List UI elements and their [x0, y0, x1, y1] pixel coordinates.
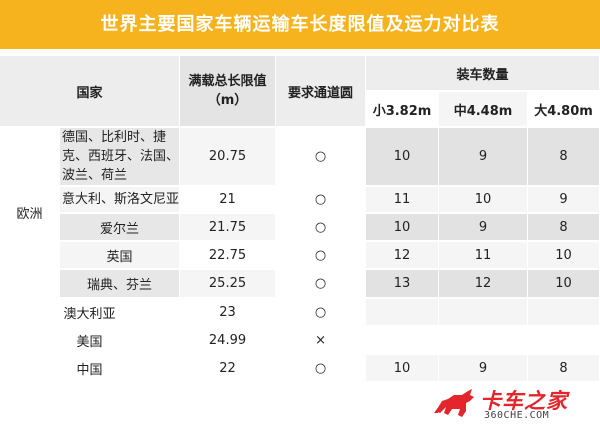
large-cell	[528, 299, 600, 327]
limit-cell: 25.25	[180, 270, 277, 299]
medium-cell: 9	[439, 128, 529, 187]
medium-cell: 9	[439, 214, 529, 242]
medium-cell	[439, 327, 529, 355]
medium-cell: 10	[439, 187, 529, 214]
small-cell: 10	[366, 128, 440, 187]
country-cell: 澳大利亚	[0, 299, 181, 327]
country-cell: 爱尔兰	[60, 214, 181, 242]
comparison-table: 国家 满载总长限值（m） 要求通道圆 装车数量 小3.82m 中4.48m 大4…	[0, 56, 600, 383]
small-cell: 11	[366, 187, 440, 214]
limit-cell: 22	[180, 355, 277, 383]
page-title: 世界主要国家车辆运输车长度限值及运力对比表	[0, 0, 600, 49]
large-cell: 8	[528, 355, 600, 383]
large-cell: 9	[528, 187, 600, 214]
country-cell: 德国、比利时、捷克、西班牙、法国、波兰、荷兰	[60, 128, 181, 187]
small-cell: 10	[366, 355, 440, 383]
table-row: 瑞典、芬兰 25.25 ○ 13 12 10	[0, 270, 600, 299]
large-cell: 8	[528, 128, 600, 187]
header-length-limit: 满载总长限值（m）	[180, 56, 277, 128]
circle-cell: ○	[276, 299, 367, 327]
country-cell: 美国	[0, 327, 181, 355]
country-cell: 瑞典、芬兰	[60, 270, 181, 299]
limit-cell: 21.75	[180, 214, 277, 242]
circle-cell: ○	[276, 242, 367, 270]
limit-cell: 21	[180, 187, 277, 214]
table-row: 爱尔兰 21.75 ○ 10 9 8	[0, 214, 600, 242]
medium-cell: 9	[439, 355, 529, 383]
country-cell: 中国	[0, 355, 181, 383]
table-row: 欧洲 德国、比利时、捷克、西班牙、法国、波兰、荷兰 20.75 ○ 10 9 8	[0, 128, 600, 299]
circle-cell: ○	[276, 187, 367, 214]
large-cell	[528, 327, 600, 355]
small-cell: 13	[366, 270, 440, 299]
medium-cell: 11	[439, 242, 529, 270]
circle-cell: ○	[276, 214, 367, 242]
header-small: 小3.82m	[366, 92, 440, 128]
medium-cell	[439, 299, 529, 327]
circle-cell: ×	[276, 327, 367, 355]
header-medium: 中4.48m	[439, 92, 529, 128]
limit-cell: 24.99	[180, 327, 277, 355]
circle-cell: ○	[276, 270, 367, 299]
logo-domain: 360CHE.COM	[484, 410, 550, 421]
table-row: 澳大利亚 23 ○	[0, 299, 600, 327]
logo: 卡车之家 360CHE.COM	[432, 383, 582, 423]
large-cell: 10	[528, 242, 600, 270]
header-capacity: 装车数量	[366, 56, 600, 92]
circle-cell: ○	[276, 128, 367, 187]
small-cell	[366, 299, 440, 327]
header-country: 国家	[0, 56, 181, 128]
circle-cell: ○	[276, 355, 367, 383]
country-cell: 意大利、斯洛文尼亚	[60, 187, 181, 214]
table-row: 英国 22.75 ○ 12 11 10	[0, 242, 600, 270]
large-cell: 8	[528, 214, 600, 242]
small-cell	[366, 327, 440, 355]
table-row: 意大利、斯洛文尼亚 21 ○ 11 10 9	[0, 187, 600, 214]
limit-cell: 23	[180, 299, 277, 327]
table-row: 美国 24.99 ×	[0, 327, 600, 355]
medium-cell: 12	[439, 270, 529, 299]
header-large: 大4.80m	[528, 92, 600, 128]
large-cell: 10	[528, 270, 600, 299]
region-europe: 欧洲	[0, 128, 60, 299]
limit-cell: 22.75	[180, 242, 277, 270]
header-circle: 要求通道圆	[276, 56, 367, 128]
small-cell: 12	[366, 242, 440, 270]
logo-name: 卡车之家	[480, 389, 568, 413]
bull-icon	[434, 389, 474, 417]
table-row: 中国 22 ○ 10 9 8	[0, 355, 600, 383]
limit-cell: 20.75	[180, 128, 277, 187]
small-cell: 10	[366, 214, 440, 242]
country-cell: 英国	[60, 242, 181, 270]
